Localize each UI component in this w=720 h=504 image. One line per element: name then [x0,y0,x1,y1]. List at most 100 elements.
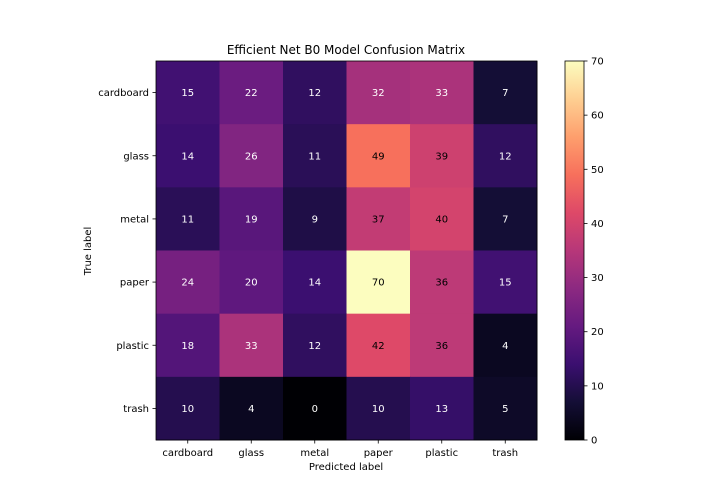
y-axis-label: True label [83,227,94,277]
heatmap-cell [410,313,474,378]
cell-value-label: 40 [435,214,448,225]
cell-value-label: 4 [502,341,508,352]
heatmap-cell [473,187,538,251]
x-tick-label: cardboard [162,448,213,459]
cell-value-label: 7 [502,214,508,225]
cell-value-label: 20 [245,278,258,289]
cell-value-label: 14 [308,278,321,289]
heatmap-cell [219,124,284,188]
cell-value-label: 15 [499,278,512,289]
heatmap-cell [410,250,474,315]
heatmap-cell [156,250,220,315]
cell-value-label: 26 [245,151,258,162]
heatmap-cell [283,187,347,251]
colorbar-tick-label: 0 [591,436,597,447]
cell-value-label: 11 [308,151,321,162]
cell-value-label: 11 [181,214,194,225]
y-tick-label: plastic [116,341,149,352]
cell-value-label: 7 [502,88,508,99]
x-tick-label: metal [300,448,329,459]
heatmap-cell [156,187,220,251]
x-axis-label: Predicted label [309,462,383,473]
x-tick-label: paper [364,448,394,459]
heatmap-cell [283,124,347,188]
x-axis-ticks: cardboard glass metal paper plastic trash [162,440,518,459]
heatmap-cell [473,376,538,441]
colorbar-tick-label: 50 [591,165,604,176]
chart-title: Efficient Net B0 Model Confusion Matrix [227,43,465,57]
heatmap-cell [473,61,538,125]
heatmap-cell [410,187,474,251]
colorbar-tick-label: 10 [591,381,604,392]
cell-value-label: 49 [372,151,385,162]
heatmap-cell [283,376,347,441]
y-tick-label: cardboard [98,88,149,99]
cell-value-label: 0 [312,404,318,415]
cell-value-label: 22 [245,88,258,99]
cell-value-label: 39 [435,151,448,162]
cell-value-label: 24 [181,278,194,289]
cell-value-label: 15 [181,88,194,99]
heatmap-cell [346,250,411,315]
heatmap-cell [410,376,474,441]
heatmap-cell [473,250,538,315]
colorbar-tick-label: 20 [591,327,604,338]
heatmap-cell [473,313,538,378]
heatmap-cell [346,313,411,378]
heatmap-cell [410,61,474,125]
heatmap-cell [156,376,220,441]
y-tick-label: paper [120,278,150,289]
heatmap-cell [156,124,220,188]
colorbar-tick-label: 70 [591,57,604,68]
colorbar-tick-label: 60 [591,111,604,122]
heatmap-cell [219,376,284,441]
cell-value-label: 12 [308,341,321,352]
cell-value-label: 13 [435,404,448,415]
heatmap-cell [156,313,220,378]
cell-value-label: 19 [245,214,258,225]
cell-value-label: 9 [312,214,318,225]
cell-value-label: 37 [372,214,385,225]
heatmap-cell [156,61,220,125]
cell-value-label: 14 [181,151,194,162]
colorbar-tick-label: 40 [591,219,604,230]
cell-value-label: 36 [435,341,448,352]
plot-frame [155,60,538,441]
heatmap-cell [410,124,474,188]
heatmap-cell [346,376,411,441]
heatmap-cell [283,313,347,378]
cell-value-label: 18 [181,341,194,352]
heatmap-cell [346,187,411,251]
cell-value-label: 32 [372,88,385,99]
cell-value-label: 42 [372,341,385,352]
heatmap-cell [346,61,411,125]
y-tick-label: glass [123,151,149,162]
heatmap-cell [283,61,347,125]
cell-value-label: 5 [502,404,508,415]
heatmap-cell [219,313,284,378]
cell-value-label: 10 [181,404,194,415]
colorbar: 0 10 20 30 40 50 60 70 [564,57,604,447]
y-tick-label: metal [120,214,149,225]
heatmap-cell [346,124,411,188]
cell-value-label: 10 [372,404,385,415]
colorbar-gradient [564,60,585,441]
cell-value-label: 70 [372,278,385,289]
heatmap-cell [283,250,347,315]
y-tick-label: trash [123,404,149,415]
cell-value-label: 33 [245,341,258,352]
x-tick-label: trash [492,448,518,459]
heatmap-cell [219,61,284,125]
y-axis-ticks: cardboard glass metal paper plastic trash [98,88,156,415]
x-tick-label: glass [238,448,264,459]
cell-value-label: 33 [435,88,448,99]
colorbar-ticks: 0 10 20 30 40 50 60 70 [584,57,604,447]
cell-value-label: 12 [499,151,512,162]
cell-value-label: 4 [248,404,254,415]
heatmap-cell [219,250,284,315]
cell-value-label: 12 [308,88,321,99]
cell-value-label: 36 [435,278,448,289]
heatmap-cell [219,187,284,251]
